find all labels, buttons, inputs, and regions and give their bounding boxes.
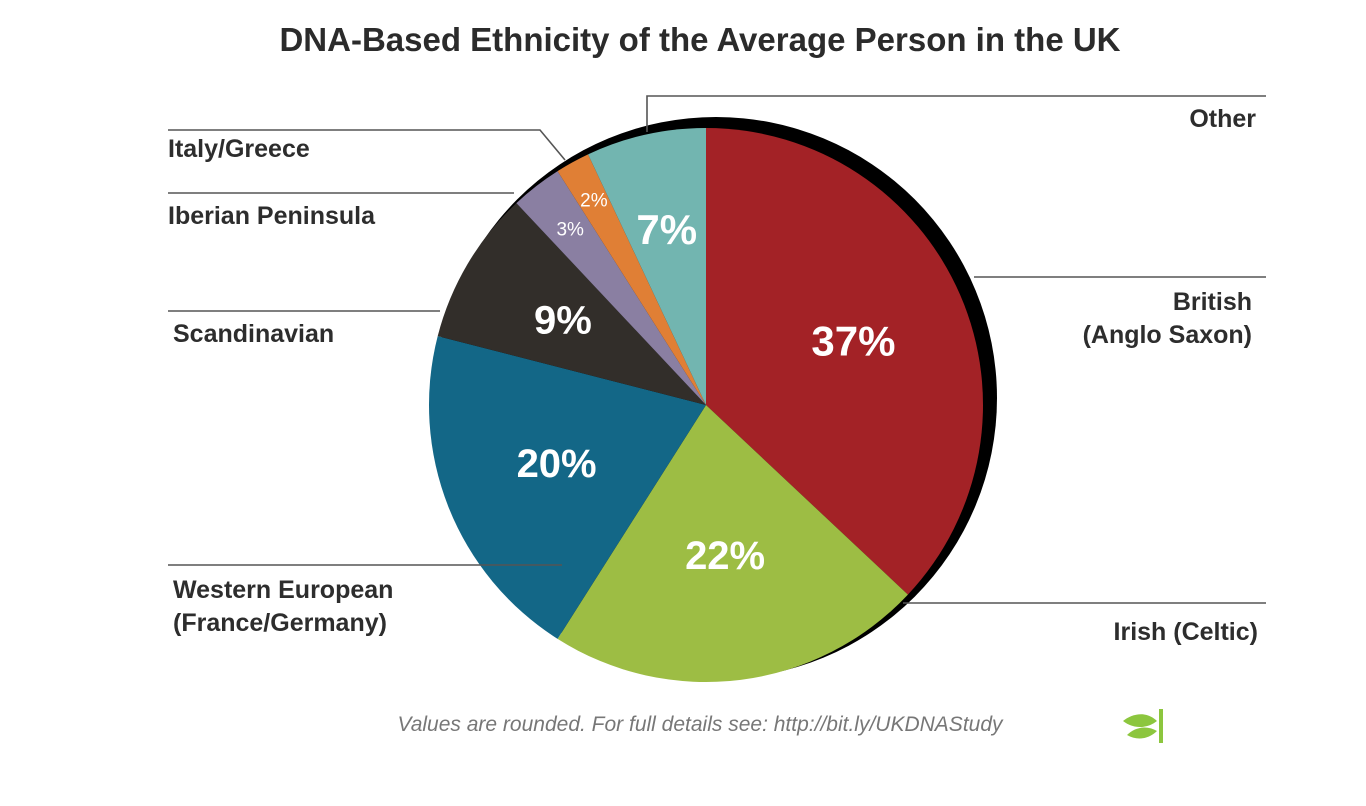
value-label-irish: 22% (685, 534, 765, 578)
category-label-british: British (Anglo Saxon) (1083, 288, 1252, 349)
value-label-british: 37% (811, 318, 895, 365)
value-label-scandinavian: 9% (534, 298, 592, 342)
pie-value-labels: 37% 22% 20% 9% 3% 2% 7% (517, 191, 896, 578)
value-label-iberian-peninsula: 3% (556, 219, 584, 240)
chart-title: DNA-Based Ethnicity of the Average Perso… (279, 21, 1120, 58)
pie-slice-iberian-peninsula (516, 171, 706, 405)
category-label-western-european: Western European (France/Germany) (173, 576, 393, 637)
category-label-other: Other (1189, 105, 1256, 133)
pie-slice-western-european (428, 336, 706, 639)
pie-slice-irish (557, 405, 908, 682)
leader-line-italy-greece (168, 129, 566, 161)
footnote: Values are rounded. For full details see… (397, 713, 1004, 736)
category-labels: British (Anglo Saxon) Irish (Celtic) Wester… (168, 105, 1258, 646)
category-label-italy-greece: Italy/Greece (168, 135, 310, 163)
pie-slice-scandinavian (437, 203, 706, 405)
pie-slices (428, 128, 983, 682)
leader-line-other (646, 95, 1266, 132)
category-label-scandinavian: Scandinavian (173, 320, 334, 348)
value-label-western-european: 20% (517, 442, 597, 486)
leaf-sprout-icon (1123, 709, 1163, 743)
leader-lines (168, 95, 1266, 604)
value-label-other: 7% (636, 206, 697, 253)
pie-slice-italy-greece (557, 154, 706, 405)
category-label-irish: Irish (Celtic) (1114, 618, 1258, 646)
category-label-iberian-peninsula: Iberian Peninsula (168, 202, 376, 230)
pie-slice-other (588, 128, 706, 405)
value-label-italy-greece: 2% (580, 191, 608, 212)
pie-slice-british (706, 128, 983, 595)
